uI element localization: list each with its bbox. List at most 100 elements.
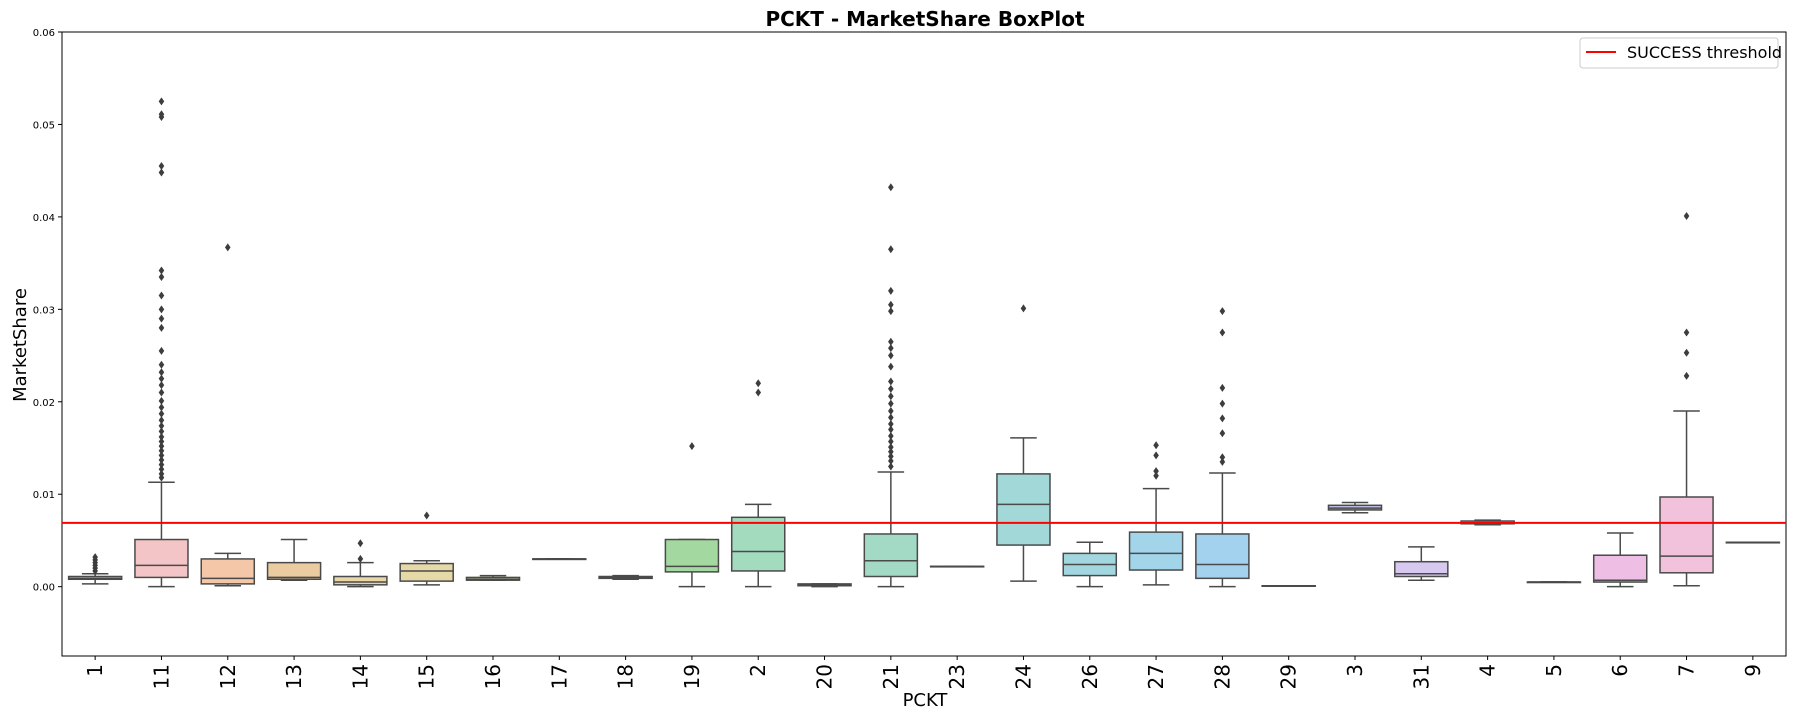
- y-axis-label: MarketShare: [10, 288, 31, 402]
- outlier-point: [888, 286, 894, 295]
- x-tick-label: 6: [1608, 664, 1632, 677]
- outlier-point: [1219, 414, 1226, 423]
- outlier-point: [888, 344, 894, 353]
- box-iqr: [1394, 560, 1449, 578]
- box-group-11: [134, 97, 189, 588]
- y-tick-label: 0.01: [33, 490, 55, 501]
- x-axis-label: PCKT: [903, 690, 949, 711]
- outlier-point: [158, 409, 165, 418]
- outlier-point: [888, 351, 894, 360]
- outlier-point: [755, 388, 762, 397]
- outlier-point: [888, 392, 894, 401]
- x-tick-label: 27: [1144, 664, 1168, 689]
- x-tick-label: 11: [149, 664, 173, 689]
- x-tick-label: 1: [83, 664, 107, 677]
- outlier-point: [158, 421, 165, 430]
- box-group-7: [1659, 211, 1714, 587]
- box-group-24: [996, 304, 1051, 582]
- x-tick-label: 21: [879, 664, 903, 689]
- outlier-point: [158, 437, 165, 446]
- box-iqr: [333, 575, 388, 586]
- x-tick-label: 15: [415, 664, 439, 689]
- box-group-15: [399, 511, 454, 586]
- legend-threshold-label: SUCCESS threshold: [1627, 43, 1782, 62]
- outlier-point: [158, 291, 165, 300]
- y-tick-label: 0.02: [33, 398, 55, 409]
- x-tick-label: 17: [547, 664, 571, 689]
- outlier-point: [357, 539, 364, 548]
- outlier-point: [1219, 453, 1226, 462]
- outlier-point: [423, 511, 430, 520]
- x-tick-label: 14: [348, 664, 372, 689]
- outlier-point: [158, 396, 165, 405]
- x-tick-label: 4: [1476, 664, 1500, 677]
- box-group-14: [333, 539, 388, 588]
- outlier-point: [888, 447, 894, 456]
- x-tick-label: 13: [282, 664, 306, 689]
- outlier-point: [1219, 429, 1226, 438]
- x-tick-label: 2: [746, 664, 770, 677]
- outlier-point: [158, 266, 165, 275]
- outlier-point: [158, 314, 165, 323]
- box-group-19: [664, 442, 720, 588]
- box-group-16: [465, 574, 521, 581]
- outlier-point: [158, 360, 165, 369]
- outlier-point: [1153, 451, 1159, 460]
- x-tick-label: 26: [1078, 664, 1102, 689]
- box-group-31: [1394, 546, 1449, 581]
- outlier-point: [158, 451, 165, 460]
- outlier-point: [888, 425, 894, 434]
- y-tick-label: 0.06: [33, 28, 55, 39]
- outlier-point: [158, 403, 165, 412]
- outlier-point: [1219, 307, 1226, 316]
- outlier-point: [888, 407, 894, 416]
- outlier-point: [158, 432, 165, 441]
- outlier-point: [158, 346, 165, 355]
- box-iqr: [730, 516, 786, 572]
- outlier-point: [888, 443, 894, 452]
- x-tick-label: 5: [1542, 664, 1566, 677]
- x-axis: 1 11 12 13 14 15 16 17 18 19 2 20 21 23 24 26 27 28 29 3 31 4…: [83, 656, 1765, 689]
- outlier-point: [1683, 371, 1690, 380]
- x-tick-label: 31: [1409, 664, 1433, 689]
- box-group-17: [532, 558, 587, 561]
- outlier-point: [158, 446, 165, 455]
- box-iqr: [1195, 533, 1250, 580]
- y-tick-label: 0.03: [33, 305, 55, 316]
- outlier-point: [755, 379, 762, 388]
- outlier-point: [158, 97, 165, 106]
- box-group-27: [1128, 441, 1184, 586]
- outlier-point: [158, 469, 165, 478]
- outlier-point: [158, 272, 165, 281]
- box-iqr: [266, 561, 322, 581]
- outlier-point: [158, 416, 165, 425]
- box-group-18: [598, 574, 653, 581]
- box-iqr: [200, 558, 256, 585]
- outlier-point: [689, 442, 695, 451]
- outlier-point: [1153, 441, 1159, 450]
- box-iqr: [399, 562, 454, 582]
- y-tick-label: 0.04: [33, 213, 55, 224]
- box-group-3: [1327, 501, 1383, 514]
- boxes-layer: [67, 97, 1781, 588]
- box-group-26: [1062, 541, 1118, 588]
- box-iqr: [863, 533, 919, 578]
- x-tick-label: 12: [216, 664, 240, 689]
- box-group-5: [1526, 581, 1582, 584]
- box-iqr: [1659, 496, 1714, 574]
- outlier-point: [158, 323, 165, 332]
- outlier-point: [158, 368, 165, 377]
- outlier-point: [1153, 467, 1159, 476]
- outlier-point: [888, 437, 894, 446]
- legend-box: [1579, 37, 1779, 69]
- outlier-point: [1219, 457, 1226, 466]
- outlier-point: [158, 305, 165, 314]
- outlier-point: [888, 431, 894, 440]
- x-tick-label: 19: [680, 664, 704, 689]
- box-iqr: [1592, 554, 1648, 583]
- box-group-2: [730, 379, 786, 588]
- outlier-point: [158, 465, 165, 474]
- outlier-point: [158, 110, 165, 119]
- x-tick-label: 29: [1277, 664, 1301, 689]
- outlier-point: [158, 162, 165, 171]
